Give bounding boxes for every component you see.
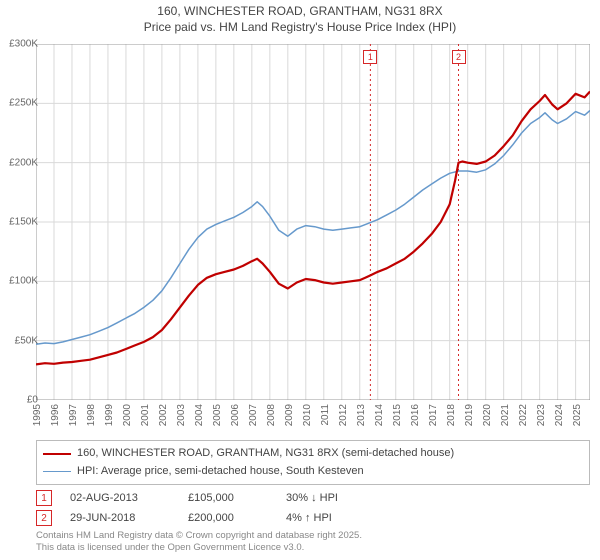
data-point-date: 29-JUN-2018 [70, 512, 170, 524]
data-point-marker-box: 2 [36, 510, 52, 526]
data-point-date: 02-AUG-2013 [70, 492, 170, 504]
x-tick-label: 2014 [374, 404, 385, 426]
x-tick-label: 2004 [194, 404, 205, 426]
marker-number-box: 1 [363, 50, 377, 64]
legend-row-hpi: HPI: Average price, semi-detached house,… [43, 463, 583, 481]
data-points-table: 1 02-AUG-2013 £105,000 30% ↓ HPI 2 29-JU… [36, 488, 590, 528]
x-tick-label: 2011 [320, 404, 331, 426]
x-tick-label: 2016 [410, 404, 421, 426]
x-tick-label: 2003 [176, 404, 187, 426]
x-tick-label: 2000 [122, 404, 133, 426]
footer-line2: This data is licensed under the Open Gov… [36, 542, 590, 554]
x-tick-label: 2020 [482, 404, 493, 426]
x-tick-label: 1997 [68, 404, 79, 426]
x-tick-label: 2002 [158, 404, 169, 426]
legend-swatch-hpi [43, 471, 71, 472]
plot-svg [36, 44, 590, 400]
legend-label-hpi: HPI: Average price, semi-detached house,… [77, 463, 364, 481]
data-point-hpi-delta: 30% ↓ HPI [286, 492, 386, 504]
x-tick-label: 1996 [50, 404, 61, 426]
x-tick-label: 2022 [518, 404, 529, 426]
x-tick-label: 2005 [212, 404, 223, 426]
y-tick-label: £250K [4, 98, 40, 109]
x-tick-label: 2008 [266, 404, 277, 426]
x-tick-label: 2024 [554, 404, 565, 426]
x-tick-label: 2007 [248, 404, 259, 426]
y-tick-label: £200K [4, 157, 40, 168]
y-tick-label: £150K [4, 217, 40, 228]
x-tick-label: 2001 [140, 404, 151, 426]
x-tick-label: 1999 [104, 404, 115, 426]
x-tick-label: 2019 [464, 404, 475, 426]
y-tick-label: £300K [4, 39, 40, 50]
x-tick-label: 2013 [356, 404, 367, 426]
chart-title-line1: 160, WINCHESTER ROAD, GRANTHAM, NG31 8RX [0, 4, 600, 20]
x-tick-label: 2021 [500, 404, 511, 426]
data-point-price: £105,000 [188, 492, 268, 504]
chart-title-line2: Price paid vs. HM Land Registry's House … [0, 20, 600, 36]
footer-line1: Contains HM Land Registry data © Crown c… [36, 530, 590, 542]
y-tick-label: £100K [4, 276, 40, 287]
data-point-hpi-delta: 4% ↑ HPI [286, 512, 386, 524]
x-tick-label: 2012 [338, 404, 349, 426]
x-tick-label: 2006 [230, 404, 241, 426]
chart-container: 160, WINCHESTER ROAD, GRANTHAM, NG31 8RX… [0, 0, 600, 560]
data-point-row: 1 02-AUG-2013 £105,000 30% ↓ HPI [36, 488, 590, 508]
data-point-marker-box: 1 [36, 490, 52, 506]
x-tick-label: 2017 [428, 404, 439, 426]
footer-attribution: Contains HM Land Registry data © Crown c… [36, 530, 590, 554]
chart-title-block: 160, WINCHESTER ROAD, GRANTHAM, NG31 8RX… [0, 0, 600, 35]
y-tick-label: £50K [4, 335, 40, 346]
legend-row-price-paid: 160, WINCHESTER ROAD, GRANTHAM, NG31 8RX… [43, 445, 583, 463]
legend-label-price-paid: 160, WINCHESTER ROAD, GRANTHAM, NG31 8RX… [77, 445, 454, 463]
x-tick-label: 2018 [446, 404, 457, 426]
legend: 160, WINCHESTER ROAD, GRANTHAM, NG31 8RX… [36, 440, 590, 485]
marker-number-box: 2 [452, 50, 466, 64]
x-tick-label: 2010 [302, 404, 313, 426]
x-tick-label: 2023 [536, 404, 547, 426]
x-tick-label: 2009 [284, 404, 295, 426]
x-tick-label: 1998 [86, 404, 97, 426]
data-point-row: 2 29-JUN-2018 £200,000 4% ↑ HPI [36, 508, 590, 528]
legend-swatch-price-paid [43, 453, 71, 455]
data-point-price: £200,000 [188, 512, 268, 524]
plot-area [36, 44, 590, 400]
x-tick-label: 1995 [32, 404, 43, 426]
x-tick-label: 2015 [392, 404, 403, 426]
x-tick-label: 2025 [572, 404, 583, 426]
